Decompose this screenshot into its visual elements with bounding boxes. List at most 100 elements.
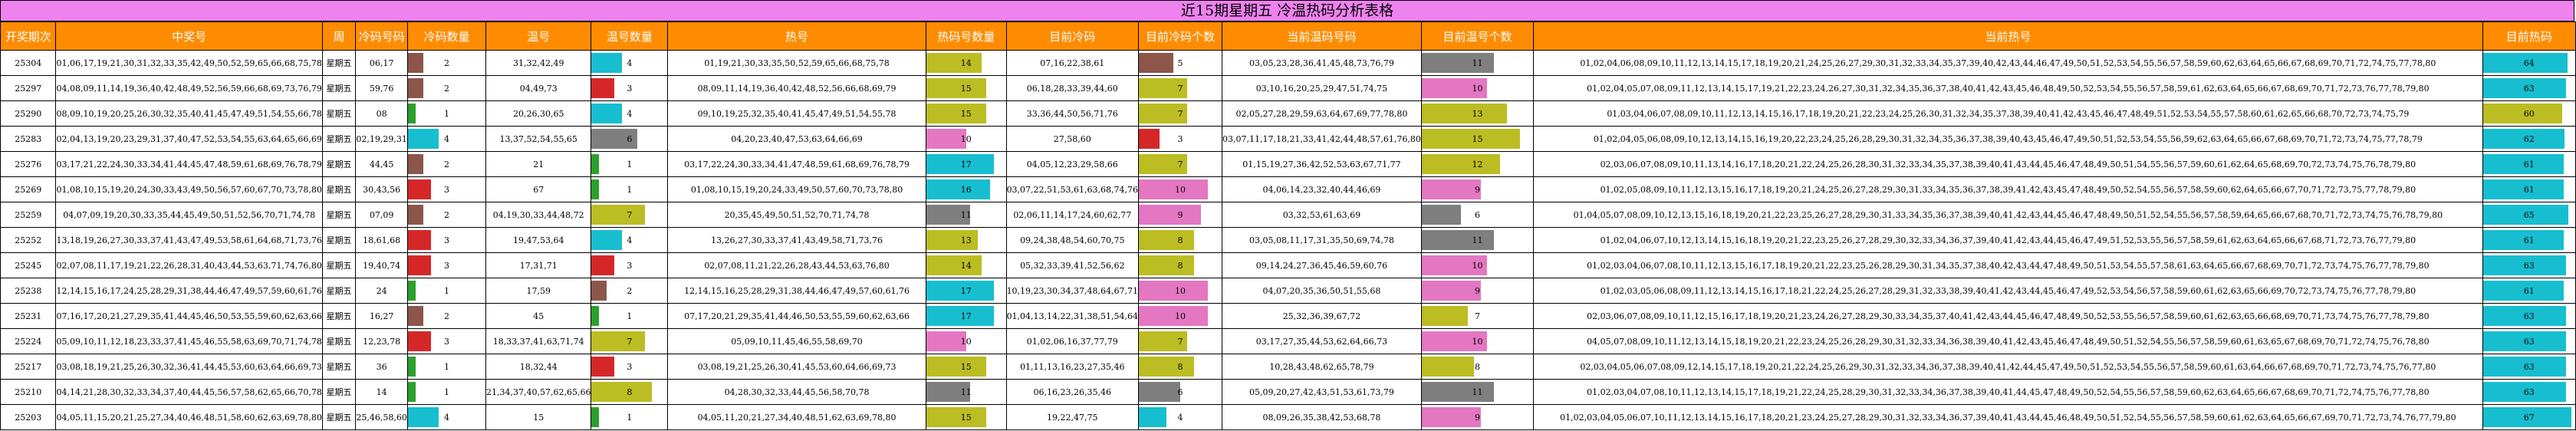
count-value: 8 (1177, 260, 1183, 271)
count-bar-fill (2483, 331, 2566, 351)
count-bar-fill (1422, 306, 1468, 326)
col-header-cold-count: 冷码数量 (407, 21, 486, 51)
current-hot-cell: 01,02,03,04,05,06,07,10,11,12,13,14,15,1… (1533, 404, 2483, 430)
current-hot-count-bar: 61 (2482, 176, 2576, 202)
period-cell: 25304 (0, 50, 57, 76)
count-bar-fill (408, 382, 416, 402)
cold-numbers-cell: 24 (355, 278, 409, 304)
current-hot-cell: 01,02,03,05,06,08,09,11,12,13,14,15,16,1… (1533, 278, 2483, 304)
count-value: 9 (1475, 184, 1481, 195)
table-row: 25231 07,16,17,20,21,27,29,35,41,44,45,46… (0, 303, 2576, 329)
count-value: 5 (1177, 58, 1183, 68)
count-bar-fill (1422, 230, 1494, 250)
hot-numbers-cell: 04,28,30,32,33,44,45,56,58,70,78 (667, 379, 926, 405)
count-value: 10 (960, 336, 972, 347)
winning-numbers-cell: 05,09,10,11,12,18,23,33,37,41,45,46,55,5… (55, 328, 323, 354)
count-value: 9 (1475, 412, 1481, 423)
count-bar-fill (2483, 53, 2568, 73)
count-value: 17 (960, 285, 972, 296)
count-bar-fill (408, 205, 424, 225)
count-bar-fill (1422, 154, 1501, 174)
current-cold-cell: 06,16,23,26,35,46 (1005, 379, 1140, 405)
cold-numbers-cell: 25,46,58,60 (355, 404, 409, 430)
count-bar-fill (1422, 104, 1507, 123)
count-value: 61 (2523, 184, 2535, 195)
count-value: 7 (1177, 83, 1183, 94)
period-cell: 25269 (0, 176, 57, 202)
weekday-cell: 星期五 (321, 328, 357, 354)
weekday-cell: 星期五 (321, 202, 357, 228)
current-warm-cell: 25,32,36,39,67,72 (1221, 303, 1422, 329)
table-row: 25210 04,14,21,28,30,32,33,34,37,40,44,45… (0, 379, 2576, 405)
winning-numbers-cell: 02,04,13,19,20,23,29,31,37,40,47,52,53,5… (55, 126, 323, 152)
current-warm-count-bar: 10 (1420, 252, 1535, 278)
count-bar-fill (591, 205, 645, 225)
current-warm-count-bar: 9 (1420, 176, 1535, 202)
warm-count-bar: 7 (591, 328, 669, 354)
count-value: 3 (444, 260, 450, 271)
hot-count-bar: 17 (925, 151, 1007, 177)
current-hot-count-bar: 61 (2482, 278, 2576, 304)
count-value: 63 (2523, 260, 2535, 271)
current-cold-cell: 01,04,13,14,22,31,38,51,54,64 (1005, 303, 1140, 329)
weekday-cell: 星期五 (321, 151, 357, 177)
current-cold-cell: 03,07,22,51,53,61,63,68,74,76 (1005, 176, 1140, 202)
hot-numbers-cell: 20,35,45,49,50,51,52,70,71,74,78 (667, 202, 926, 228)
cold-numbers-cell: 02,19,29,31 (355, 126, 409, 152)
count-bar-fill (1139, 104, 1187, 123)
current-hot-cell: 01,02,03,04,07,08,10,11,12,13,14,15,17,1… (1533, 379, 2483, 405)
count-bar-fill (408, 179, 432, 199)
current-warm-cell: 03,07,11,17,18,21,33,41,42,44,48,57,61,7… (1221, 126, 1422, 152)
current-hot-cell: 01,02,05,08,09,10,11,12,13,15,16,17,18,1… (1533, 176, 2483, 202)
count-bar-fill (1422, 331, 1488, 351)
current-warm-count-bar: 7 (1420, 303, 1535, 329)
cold-count-bar: 4 (407, 126, 486, 152)
hot-count-bar: 17 (925, 278, 1007, 304)
period-cell: 25259 (0, 202, 57, 228)
current-cold-count-bar: 6 (1138, 379, 1222, 405)
current-hot-cell: 01,04,05,07,08,09,10,12,13,15,16,18,19,2… (1533, 202, 2483, 228)
count-value: 8 (1475, 361, 1481, 372)
count-bar-fill (591, 129, 637, 149)
count-bar-fill (926, 382, 970, 402)
warm-numbers-cell: 17,31,71 (485, 252, 592, 278)
count-value: 17 (960, 311, 972, 321)
warm-count-bar: 1 (591, 404, 669, 430)
hot-numbers-cell: 05,09,10,11,45,46,55,58,69,70 (667, 328, 926, 354)
current-warm-count-bar: 13 (1420, 100, 1535, 127)
current-hot-count-bar: 67 (2482, 404, 2576, 430)
col-header-current-hot: 当前热号 (1533, 21, 2483, 51)
count-bar-fill (926, 154, 994, 174)
current-cold-cell: 27,58,60 (1005, 126, 1140, 152)
count-value: 6 (1177, 387, 1183, 397)
count-value: 13 (1472, 108, 1483, 119)
current-warm-cell: 08,09,26,35,38,42,53,68,78 (1221, 404, 1422, 430)
col-header-winning-numbers: 中奖号 (55, 21, 323, 51)
cold-count-bar: 1 (407, 100, 486, 127)
current-warm-cell: 04,07,20,35,36,50,51,55,68 (1221, 278, 1422, 304)
count-bar-fill (1139, 357, 1194, 377)
current-hot-count-bar: 63 (2482, 379, 2576, 405)
hot-numbers-cell: 13,26,27,30,33,37,41,43,49,58,71,73,76 (667, 227, 926, 253)
count-bar-fill (926, 205, 970, 225)
cold-count-bar: 2 (407, 151, 486, 177)
period-cell: 25224 (0, 328, 57, 354)
count-value: 11 (1472, 387, 1483, 397)
current-warm-cell: 09,14,24,27,36,45,46,59,60,76 (1221, 252, 1422, 278)
weekday-cell: 星期五 (321, 303, 357, 329)
current-hot-cell: 01,02,03,04,06,07,08,10,11,12,13,15,16,1… (1533, 252, 2483, 278)
count-bar-fill (926, 407, 986, 427)
current-warm-count-bar: 11 (1420, 379, 1535, 405)
weekday-cell: 星期五 (321, 100, 357, 127)
current-warm-cell: 05,09,20,27,42,43,51,53,61,73,79 (1221, 379, 1422, 405)
current-cold-cell: 19,22,47,75 (1005, 404, 1140, 430)
cold-count-bar: 2 (407, 202, 486, 228)
current-hot-count-bar: 60 (2482, 100, 2576, 127)
count-bar-fill (926, 179, 990, 199)
col-header-current-warm-count: 目前温号个数 (1420, 21, 1535, 51)
warm-count-bar: 3 (591, 252, 669, 278)
period-cell: 25245 (0, 252, 57, 278)
cold-count-bar: 1 (407, 354, 486, 380)
count-value: 61 (2523, 285, 2535, 296)
current-cold-count-bar: 10 (1138, 303, 1222, 329)
